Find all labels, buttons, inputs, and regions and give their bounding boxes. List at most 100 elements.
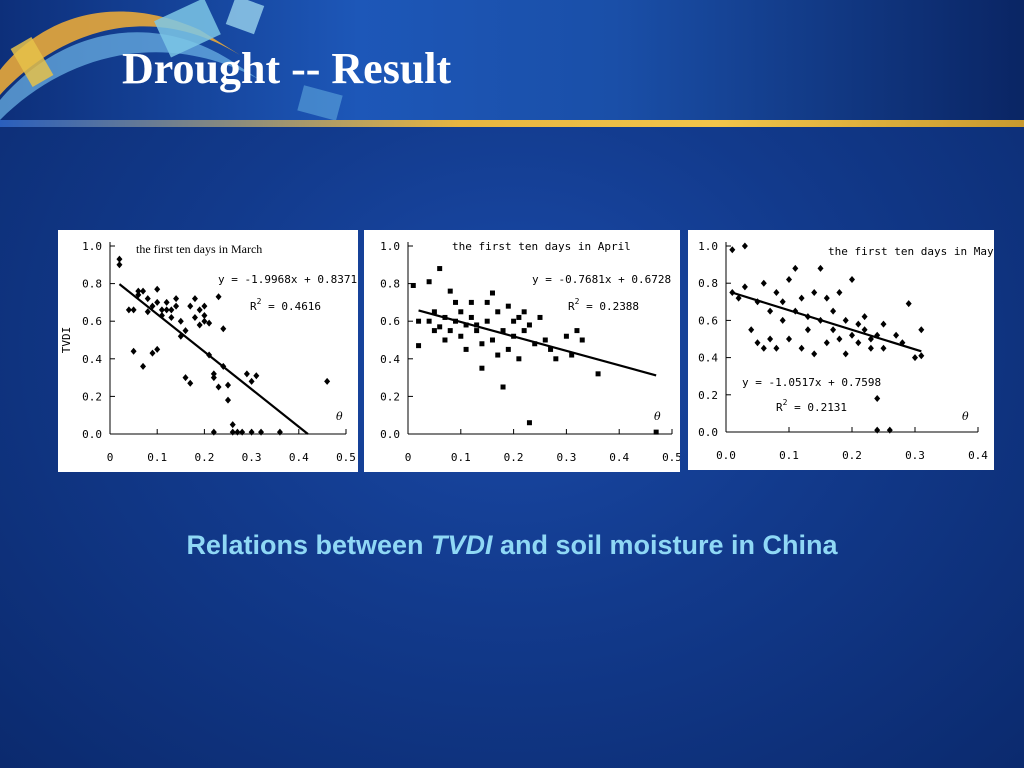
data-point <box>553 356 559 362</box>
y-tick-label: 1.0 <box>82 240 102 253</box>
data-point <box>521 328 527 334</box>
data-point <box>773 344 780 352</box>
data-point <box>579 337 585 343</box>
data-point <box>563 333 569 339</box>
data-point <box>243 370 250 378</box>
x-tick-label: 0.5 <box>662 451 680 464</box>
data-point <box>431 309 437 315</box>
data-point <box>735 294 742 302</box>
data-point <box>500 328 506 334</box>
x-tick-label: 0.2 <box>194 451 214 464</box>
r-squared-value: = 0.2131 <box>787 401 847 414</box>
r-squared-superscript: 2 <box>575 297 580 306</box>
data-point <box>729 289 736 296</box>
y-tick-label: 0.6 <box>380 315 400 328</box>
data-point <box>521 309 527 315</box>
data-point <box>453 318 459 324</box>
data-point <box>729 246 736 254</box>
y-tick-label: 0.4 <box>380 353 400 366</box>
data-point <box>484 299 490 305</box>
data-point <box>253 372 260 380</box>
data-point <box>548 346 554 352</box>
data-point <box>817 316 824 324</box>
data-point <box>426 279 432 285</box>
data-point <box>836 335 843 343</box>
data-point <box>201 302 208 310</box>
header-decoration <box>0 0 343 120</box>
chart-may: 0.0 0.2 0.4 0.6 0.8 1.0 0.0 0.1 0.2 0.3 0.4 the fir… <box>688 230 994 470</box>
data-point <box>748 326 755 334</box>
data-point <box>569 352 575 358</box>
data-point <box>458 333 464 339</box>
x-axis-label: θ <box>654 410 661 423</box>
data-point <box>830 326 837 334</box>
data-point <box>505 346 511 352</box>
data-point <box>867 335 874 343</box>
data-point <box>842 350 849 358</box>
data-point <box>177 317 184 325</box>
regression-equation: y = -0.7681x + 0.6728 <box>532 273 671 286</box>
data-point <box>741 283 748 291</box>
data-point <box>463 322 469 328</box>
y-tick-label: 0.8 <box>82 278 102 291</box>
data-point <box>511 318 517 324</box>
y-tick-label: 0.0 <box>380 428 400 441</box>
data-point <box>191 313 198 321</box>
y-tick-label: 0.2 <box>698 389 718 402</box>
data-point <box>210 428 217 436</box>
y-tick-label: 0.8 <box>380 278 400 291</box>
data-point <box>905 300 912 308</box>
data-point <box>168 306 175 314</box>
x-tick-label: 0.3 <box>556 451 576 464</box>
r-squared-value: = 0.4616 <box>261 300 321 313</box>
data-point <box>767 307 774 315</box>
data-point <box>276 428 283 436</box>
data-point <box>893 331 900 339</box>
y-tick-label: 0.0 <box>82 428 102 441</box>
data-point <box>804 326 811 334</box>
data-point <box>804 313 811 321</box>
data-point <box>215 293 222 301</box>
r-squared: R2 = 0.4616 <box>250 297 321 313</box>
data-point <box>849 331 855 339</box>
r-squared: R2 = 0.2131 <box>776 398 847 414</box>
caption-post: and soil moisture in China <box>492 530 838 560</box>
data-point <box>416 343 422 349</box>
data-point <box>173 302 180 310</box>
chart-april-svg: 0.0 0.2 0.4 0.6 0.8 1.0 0 0.1 0.2 0.3 0.4 0.5 the fi… <box>380 240 680 464</box>
data-point <box>431 328 437 334</box>
data-point <box>442 314 448 320</box>
x-tick-label: 0.1 <box>779 449 799 462</box>
data-point <box>880 320 887 328</box>
data-point <box>874 331 881 339</box>
data-point <box>154 285 161 293</box>
y-tick-label: 1.0 <box>698 240 718 253</box>
data-point <box>849 275 855 283</box>
data-point <box>447 288 453 294</box>
x-tick-label: 0.0 <box>716 449 736 462</box>
data-point <box>899 339 906 347</box>
data-point <box>823 294 830 302</box>
data-point <box>474 328 480 334</box>
data-point <box>426 318 432 324</box>
x-tick-label: 0.1 <box>451 451 471 464</box>
data-point <box>182 374 189 382</box>
data-point <box>453 299 459 305</box>
x-tick-label: 0.2 <box>504 451 524 464</box>
x-tick-label: 0.4 <box>968 449 988 462</box>
data-point <box>754 298 761 306</box>
data-point <box>542 337 548 343</box>
data-point <box>880 344 887 352</box>
data-point <box>447 328 453 334</box>
data-point <box>234 428 241 436</box>
slide-caption: Relations between TVDI and soil moisture… <box>0 530 1024 561</box>
data-point <box>324 377 331 385</box>
data-point <box>495 309 501 315</box>
data-point <box>163 298 170 306</box>
data-point <box>140 362 147 370</box>
data-point <box>442 337 448 343</box>
r-squared-r: R <box>250 300 257 313</box>
data-point <box>130 306 137 314</box>
x-tick-label: 0.3 <box>905 449 925 462</box>
x-axis-label: θ <box>962 410 969 423</box>
